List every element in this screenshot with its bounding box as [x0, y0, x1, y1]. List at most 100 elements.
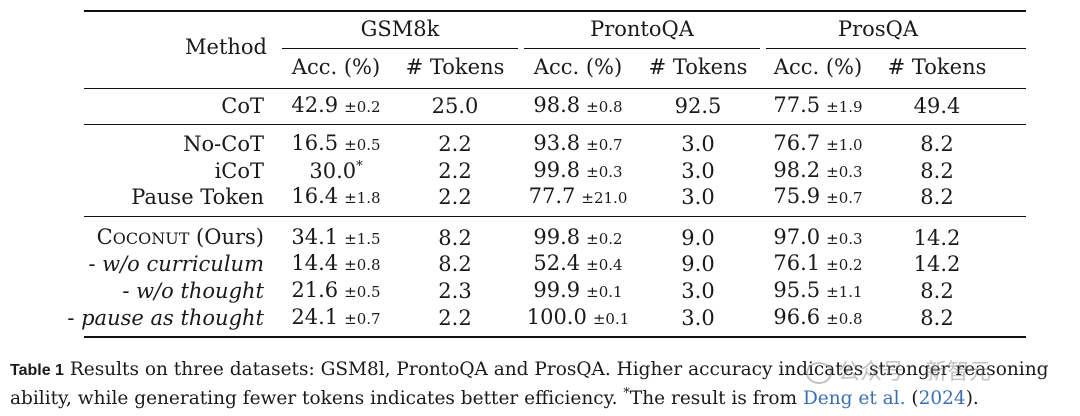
- acc-value: 93.8: [533, 131, 581, 155]
- acc-std: ±0.7: [586, 136, 623, 154]
- pros-acc-cell: 77.5 ±1.9: [773, 93, 862, 119]
- pron-tokens-cell: 92.5: [674, 94, 722, 118]
- acc-value: 99.8: [533, 158, 581, 182]
- pron-tokens-cell: 3.0: [681, 132, 715, 156]
- pron-acc-cell: 52.4 ±0.4: [533, 251, 622, 277]
- method-cell: - w/o thought: [122, 279, 264, 303]
- acc-std: ±0.8: [826, 310, 863, 328]
- method-header: Method: [185, 35, 267, 59]
- gsm-tokens-cell: 2.3: [438, 279, 472, 303]
- pros-tokens-cell: 8.2: [920, 306, 954, 330]
- subheader-gsm-acc: Acc. (%): [291, 55, 381, 79]
- watermark: 公众号 · 新智元: [806, 354, 991, 386]
- baseline-rule: [84, 216, 1026, 217]
- acc-value: 77.7: [528, 184, 576, 208]
- subheader-pros-acc: Acc. (%): [773, 55, 863, 79]
- pros-acc-cell: 76.7 ±1.0: [773, 131, 862, 157]
- prosqa-group-rule: [766, 48, 1026, 49]
- pron-tokens-cell: 9.0: [681, 226, 715, 250]
- pron-tokens-cell: 3.0: [681, 185, 715, 209]
- pros-tokens-cell: 8.2: [920, 132, 954, 156]
- subheader-pros-tokens: # Tokens: [887, 55, 987, 79]
- acc-value: 30.0: [309, 159, 357, 183]
- acc-std: ±1.5: [344, 230, 381, 248]
- top-rule: [84, 10, 1026, 12]
- pros-tokens-cell: 8.2: [920, 279, 954, 303]
- pros-acc-cell: 76.1 ±0.2: [773, 251, 862, 277]
- pros-acc-cell: 97.0 ±0.3: [773, 225, 862, 251]
- acc-std: ±0.1: [592, 310, 630, 328]
- acc-std: ±0.3: [826, 230, 863, 248]
- acc-value: 76.1: [773, 251, 821, 275]
- prontoqa-group-rule: [524, 48, 760, 49]
- gsm-acc-cell: 34.1 ±1.5: [291, 225, 380, 251]
- method-smallcaps-rest: OCONUT: [112, 229, 190, 248]
- pron-tokens-cell: 3.0: [681, 306, 715, 330]
- acc-std: ±0.1: [586, 283, 623, 301]
- acc-value: 100.0: [526, 305, 587, 329]
- pros-tokens-cell: 49.4: [913, 94, 961, 118]
- acc-value: 76.7: [773, 131, 821, 155]
- group-header-prosqa: ProsQA: [838, 17, 918, 41]
- acc-std: ±0.7: [344, 310, 381, 328]
- method-cell: - w/o curriculum: [88, 252, 264, 276]
- acc-value: 16.5: [291, 131, 339, 155]
- gsm-tokens-cell: 2.2: [438, 159, 472, 183]
- pron-acc-cell: 99.9 ±0.1: [533, 278, 622, 304]
- pros-tokens-cell: 8.2: [920, 159, 954, 183]
- acc-std: ±0.2: [826, 256, 863, 274]
- wechat-icon: [806, 362, 832, 384]
- pron-tokens-cell: 3.0: [681, 159, 715, 183]
- caption-text: Results on three datasets: GSM8l, Pronto…: [10, 359, 1049, 409]
- acc-std: ±0.4: [586, 256, 623, 274]
- citation-link[interactable]: Deng et al.: [802, 388, 906, 409]
- acc-std: ±1.8: [344, 189, 381, 207]
- method-cell: No-CoT: [183, 132, 264, 156]
- method-cell: iCoT: [214, 159, 264, 183]
- caption-label: Table 1: [10, 362, 64, 379]
- acc-std: ±0.3: [586, 163, 623, 181]
- method-cell: COCONUT (Ours): [97, 225, 264, 251]
- bottom-rule: [84, 336, 1026, 338]
- gsm-acc-cell: 16.5 ±0.5: [291, 131, 380, 157]
- subheader-pron-acc: Acc. (%): [533, 55, 623, 79]
- acc-value: 99.9: [533, 278, 581, 302]
- pron-acc-cell: 100.0 ±0.1: [527, 305, 630, 331]
- acc-value: 42.9: [291, 93, 339, 117]
- acc-value: 98.8: [533, 93, 581, 117]
- cot-rule: [84, 124, 1026, 125]
- pron-acc-cell: 77.7 ±21.0: [529, 184, 628, 210]
- gsm-tokens-cell: 8.2: [438, 252, 472, 276]
- citation-year[interactable]: 2024: [918, 388, 966, 409]
- acc-std: ±0.5: [344, 283, 381, 301]
- gsm-acc-cell: 30.0*: [309, 159, 362, 183]
- acc-std: ±0.2: [344, 98, 381, 116]
- acc-std: ±1.1: [826, 283, 863, 301]
- pros-tokens-cell: 14.2: [913, 252, 961, 276]
- acc-value: 99.8: [533, 225, 581, 249]
- pron-acc-cell: 99.8 ±0.2: [533, 225, 622, 251]
- caption-star: *: [623, 385, 630, 401]
- acc-value: 21.6: [291, 278, 339, 302]
- acc-std: ±0.8: [344, 256, 381, 274]
- pron-acc-cell: 93.8 ±0.7: [533, 131, 622, 157]
- group-header-gsm8k: GSM8k: [360, 17, 440, 41]
- acc-value: 95.5: [773, 278, 821, 302]
- acc-std: ±1.9: [826, 98, 863, 116]
- pron-tokens-cell: 3.0: [681, 279, 715, 303]
- pros-tokens-cell: 14.2: [913, 226, 961, 250]
- acc-value: 97.0: [773, 225, 821, 249]
- acc-value: 14.4: [291, 251, 339, 275]
- gsm-tokens-cell: 25.0: [431, 94, 479, 118]
- gsm-acc-cell: 21.6 ±0.5: [291, 278, 380, 304]
- caption-text-2: The result is from: [629, 388, 803, 409]
- pros-acc-cell: 96.6 ±0.8: [773, 305, 862, 331]
- pron-acc-cell: 99.8 ±0.3: [533, 158, 622, 184]
- acc-std: ±0.3: [826, 163, 863, 181]
- pros-tokens-cell: 8.2: [920, 185, 954, 209]
- method-smallcaps-initial: C: [96, 225, 113, 249]
- acc-value: 98.2: [773, 158, 821, 182]
- acc-value: 77.5: [773, 93, 821, 117]
- method-cell: - pause as thought: [67, 306, 264, 330]
- group-header-prontoqa: ProntoQA: [590, 17, 694, 41]
